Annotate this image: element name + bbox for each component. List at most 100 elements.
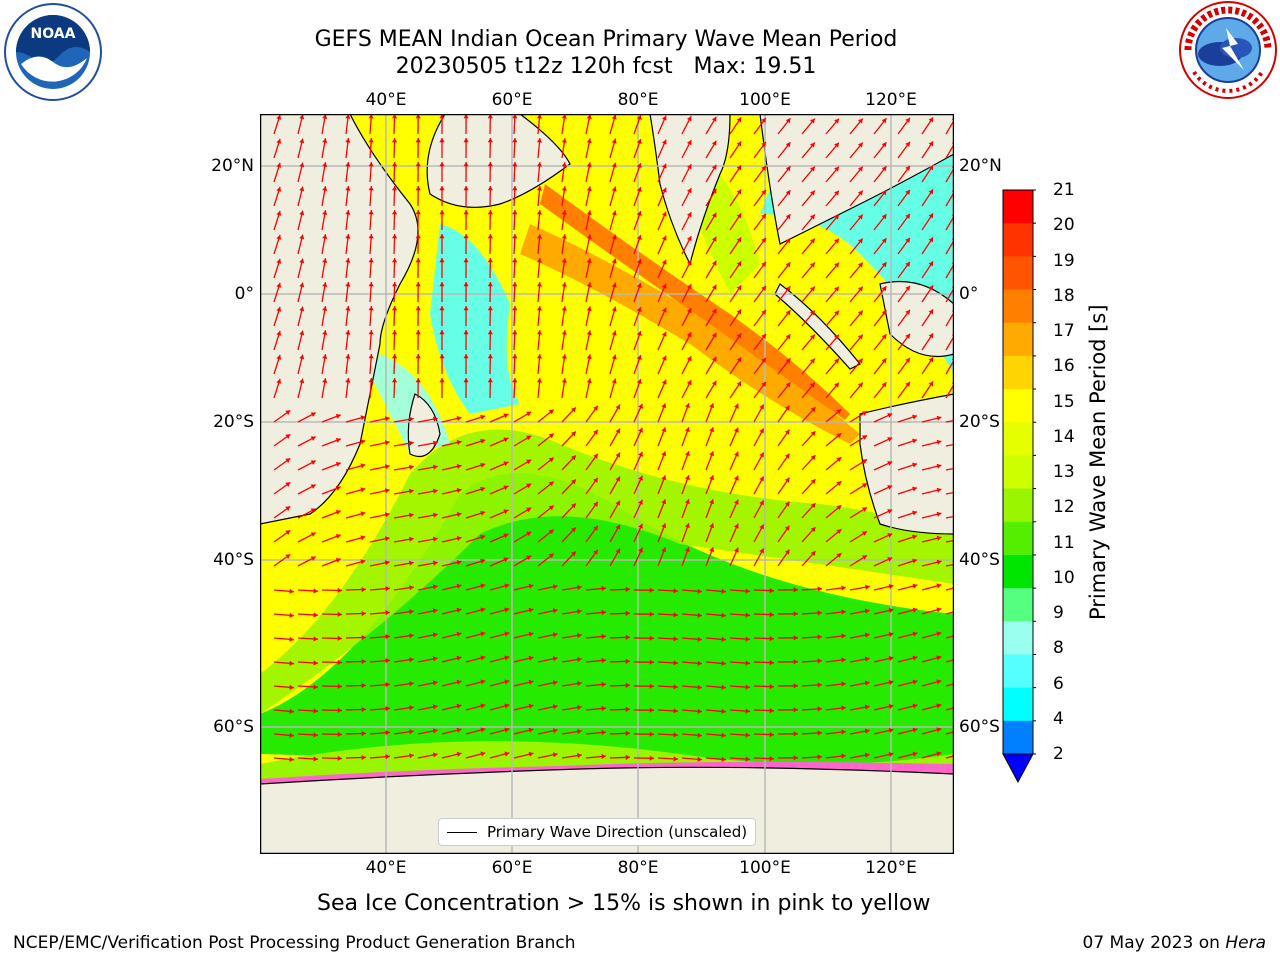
wave-arrow-head: [577, 681, 582, 687]
wave-arrow-head: [745, 684, 750, 690]
wave-arrow-head: [841, 681, 846, 687]
wave-arrow-head: [285, 458, 291, 463]
wave-arrow-head: [793, 587, 798, 593]
wave-arrow-head: [289, 756, 294, 762]
wave-arrow-head: [858, 286, 863, 292]
wave-arrow-head: [661, 187, 667, 193]
wave-arrow-head: [360, 463, 366, 469]
wave-arrow-head: [761, 333, 766, 339]
wave-arrow-head: [888, 752, 894, 757]
wave-arrow-head: [480, 679, 486, 685]
wave-arrow-head: [858, 118, 863, 124]
wave-arrow-head: [409, 536, 414, 542]
wave-arrow-head: [785, 286, 791, 292]
wave-arrow-head: [360, 559, 366, 565]
wave-arrow-head: [785, 118, 791, 124]
wave-arrow-head: [593, 453, 598, 459]
wave-arrow-head: [686, 236, 692, 242]
wave-arrow-head: [673, 660, 678, 666]
wave-arrow-head: [905, 309, 910, 315]
wave-arrow-head: [888, 680, 894, 685]
wave-arrow-head: [858, 190, 863, 196]
wave-arrow-head: [721, 636, 726, 642]
wave-arrow-head: [561, 306, 567, 311]
wave-arrow-head: [721, 684, 726, 690]
wave-arrow: [945, 755, 954, 759]
wave-arrow-head: [299, 138, 305, 144]
wave-arrow-head: [912, 727, 918, 733]
wave-arrow-head: [526, 507, 532, 513]
wave-arrow-head: [887, 557, 893, 562]
wave-arrow-head: [736, 213, 742, 219]
wave-arrow-head: [936, 439, 942, 445]
wave-arrow-head: [368, 162, 374, 167]
antarctica: [260, 766, 954, 854]
wave-arrow: [945, 383, 954, 399]
wave-arrow-head: [409, 416, 414, 422]
wave-arrow-head: [784, 501, 790, 507]
wave-arrow-head: [711, 356, 717, 362]
wave-arrow-head: [536, 378, 542, 383]
lat-tick-left: 60°S: [213, 717, 254, 737]
wave-arrow-head: [881, 382, 887, 388]
wave-arrow-head: [615, 500, 620, 506]
wave-arrow-head: [810, 190, 815, 196]
wave-arrow-head: [463, 186, 469, 191]
wave-arrow-head: [384, 536, 390, 542]
wave-arrow-head: [888, 704, 894, 709]
wave-arrow-head: [504, 607, 510, 613]
wave-arrow-head: [601, 705, 606, 711]
wave-arrow-head: [322, 114, 328, 119]
wave-arrow-head: [881, 142, 887, 148]
wave-arrow-head: [361, 731, 366, 737]
wave-arrow-head: [711, 236, 717, 242]
wave-arrow-head: [711, 380, 717, 386]
wave-arrow-head: [661, 115, 667, 121]
wave-arrow-head: [456, 655, 462, 661]
wave-arrow-head: [761, 189, 766, 195]
wave-arrow-head: [858, 142, 863, 148]
wave-arrow-head: [905, 237, 910, 243]
wave-arrow: [945, 707, 954, 711]
arabia: [426, 114, 571, 208]
wave-arrow-head: [793, 611, 798, 617]
wave-arrow-head: [862, 507, 867, 512]
wave-arrow-head: [409, 705, 414, 711]
wave-arrow-head: [415, 282, 421, 287]
wave-arrow-head: [552, 704, 558, 710]
wave-arrow-head: [299, 162, 305, 168]
wave-arrow-head: [636, 211, 642, 216]
wave-arrow-head: [686, 308, 692, 314]
wave-arrow-head: [785, 262, 791, 268]
wave-arrow-head: [784, 429, 790, 435]
wave-arrow-head: [611, 162, 617, 168]
wave-arrow-head: [862, 555, 867, 560]
wave-arrow-head: [409, 753, 414, 759]
wave-arrow-head: [456, 416, 462, 421]
wave-arrow-head: [335, 558, 341, 563]
wave-arrow-head: [313, 732, 318, 738]
wave-arrow-head: [761, 213, 766, 219]
wave-arrow-head: [313, 756, 318, 762]
wave-arrow-head: [552, 728, 558, 734]
wave-arrow-head: [836, 505, 842, 510]
wave-arrow-head: [368, 354, 374, 359]
wave-arrow: [945, 611, 954, 615]
wave-arrow-head: [536, 330, 542, 335]
wave-arrow-head: [784, 477, 790, 483]
wave-arrow-head: [337, 611, 342, 617]
wave-arrow-head: [322, 138, 328, 143]
wave-arrow-head: [385, 706, 390, 712]
wave-arrow-head: [368, 378, 374, 383]
wave-arrow-head: [586, 258, 592, 264]
lon-tick-top: 80°E: [617, 90, 659, 110]
wave-direction-vectors: [273, 114, 954, 762]
wave-arrow-head: [661, 547, 667, 553]
wave-arrow-head: [439, 306, 445, 311]
wave-arrow-head: [810, 551, 816, 557]
wave-arrow-head: [571, 527, 576, 533]
wave-arrow-head: [586, 186, 592, 192]
wave-arrow-head: [322, 186, 328, 191]
wave-arrow-head: [577, 633, 582, 639]
wave-arrow-head: [721, 660, 726, 666]
